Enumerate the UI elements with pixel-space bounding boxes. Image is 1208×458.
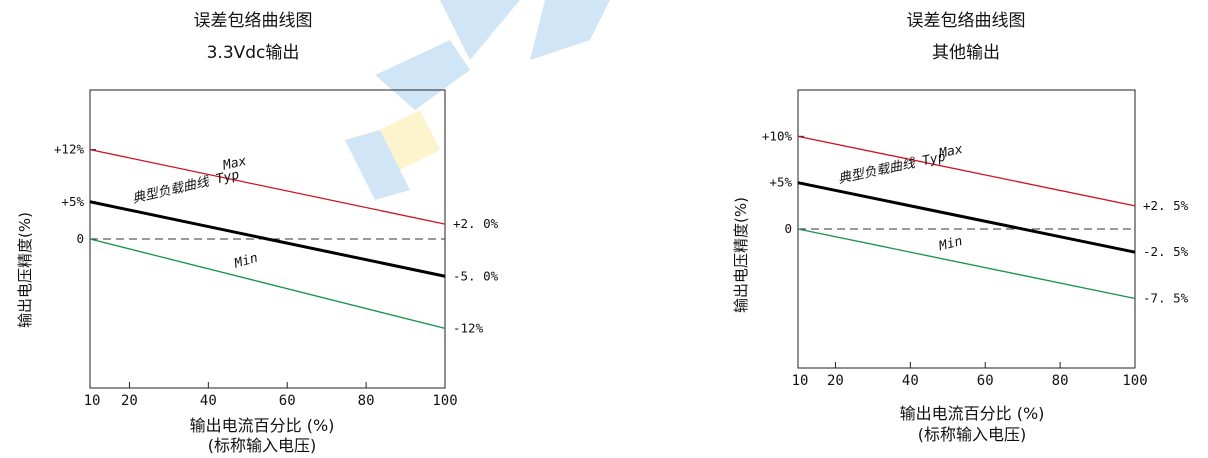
x-tick-label: 80: [1052, 373, 1069, 389]
series-line-max: [797, 135, 1136, 207]
chart-title: 误差包络曲线图: [907, 11, 1026, 31]
x-axis-sublabel: (标称输入电压): [208, 436, 317, 455]
x-tick-label: 10: [84, 393, 101, 409]
right-value-label: -5. 0%: [453, 268, 499, 283]
right-value-label: -12%: [453, 320, 484, 335]
right-value-label: +2. 5%: [1143, 198, 1189, 213]
plot-marks: 10 20 40 60 80 100 +10% +5% 0 +2. 5% -2. 5% -7. 5% M…: [762, 128, 1189, 389]
series-line-typ: [797, 181, 1136, 254]
x-tick-label: 80: [358, 393, 375, 409]
series-label-typ: 典型负载曲线 Typ: [131, 168, 241, 207]
x-tick-label: 10: [792, 373, 809, 389]
plot-marks: 10 20 40 60 80 100 +12% +5% 0 +2. 0% -5. 0% -12% Max…: [54, 142, 499, 409]
chart-3v3-output: 误差包络曲线图 3.3Vdc输出 10 20 40 60 80 100 +12% +5% 0 +2…: [16, 11, 499, 455]
x-tick-label: 100: [1122, 373, 1147, 389]
watermark-shape-low: [345, 130, 410, 200]
x-axis-sublabel: (标称输入电压): [918, 425, 1027, 444]
right-value-label: +2. 0%: [453, 216, 499, 231]
watermark-shape-right: [530, 0, 610, 60]
series-line-max: [89, 148, 446, 225]
chart-subtitle: 其他输出: [932, 43, 1000, 63]
x-axis-label: 输出电流百分比 (%): [190, 416, 335, 435]
y-tick-label: +10%: [762, 128, 793, 143]
chart-other-output: 误差包络曲线图 其他输出 10 20 40 60 80 100 +10% +5% 0 +2. 5%…: [732, 11, 1189, 444]
series-label-min: Min: [232, 251, 260, 272]
series-line-min: [797, 228, 1136, 300]
x-tick-label: 20: [827, 373, 844, 389]
y-axis-label: 输出电压精度(%): [16, 212, 34, 328]
right-value-label: -7. 5%: [1143, 291, 1189, 306]
y-tick-label: +5%: [61, 194, 84, 209]
watermark-shape-left: [375, 40, 470, 110]
y-tick-label: 0: [784, 221, 792, 236]
watermark-shape-top: [440, 0, 520, 60]
series-label-max: Max: [937, 142, 964, 162]
series-line-min: [89, 238, 446, 330]
y-axis-label: 输出电压精度(%): [732, 197, 750, 313]
x-tick-label: 40: [200, 393, 217, 409]
x-tick-label: 40: [902, 373, 919, 389]
x-tick-label: 60: [279, 393, 296, 409]
y-tick-label: 0: [76, 231, 84, 246]
chart-title: 误差包络曲线图: [194, 11, 313, 31]
x-tick-label: 60: [977, 373, 994, 389]
series-label-min: Min: [937, 234, 964, 254]
right-value-label: -2. 5%: [1143, 244, 1189, 259]
x-tick-label: 100: [432, 393, 457, 409]
chart-subtitle: 3.3Vdc输出: [207, 43, 300, 63]
y-tick-label: +12%: [54, 142, 85, 157]
x-tick-label: 20: [121, 393, 138, 409]
x-axis-label: 输出电流百分比 (%): [900, 404, 1045, 423]
series-label-max: Max: [221, 154, 248, 174]
series-line-typ: [89, 200, 446, 278]
y-tick-label: +5%: [769, 175, 792, 190]
watermark-plug-icon: [380, 110, 440, 170]
